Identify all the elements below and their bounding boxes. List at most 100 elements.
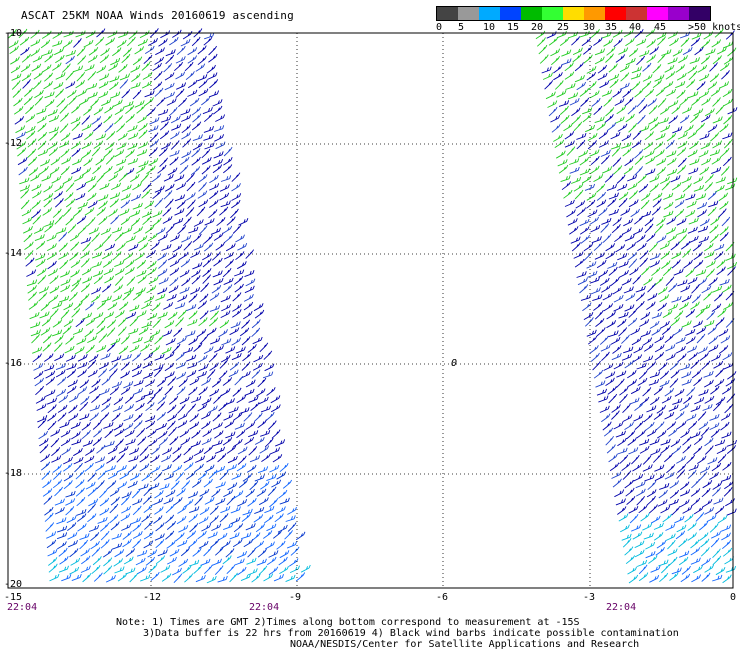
wind-barb: [175, 532, 185, 542]
wind-barb: [35, 396, 46, 404]
wind-barb: [137, 275, 147, 284]
wind-barb: [634, 215, 644, 225]
wind-barb: [107, 446, 118, 455]
wind-barb: [635, 292, 645, 302]
wind-barb: [12, 88, 22, 98]
wind-barb: [36, 107, 47, 115]
wind-barb: [690, 557, 701, 565]
wind-barb: [145, 415, 156, 423]
wind-barb: [675, 336, 686, 345]
wind-barb: [682, 47, 693, 55]
scale-label: 30: [583, 22, 596, 33]
wind-barb: [602, 421, 612, 431]
wind-barb: [54, 486, 63, 497]
wind-barb: [157, 164, 167, 174]
wind-barb: [245, 488, 255, 498]
wind-barb: [32, 54, 43, 63]
wind-barb: [219, 470, 229, 481]
wind-barb: [109, 514, 119, 524]
wind-barb: [229, 361, 240, 371]
wind-barb: [125, 438, 136, 446]
wind-barb: [663, 81, 674, 90]
wind-barb: [54, 184, 65, 193]
wind-barb: [699, 133, 710, 140]
wind-barb: [40, 39, 51, 49]
wind-barb: [54, 215, 64, 225]
wind-barbs-layer: [8, 28, 738, 584]
wind-barb: [43, 184, 53, 193]
wind-barb: [148, 157, 159, 166]
wind-barb: [721, 216, 731, 227]
wind-barb: [614, 116, 625, 124]
wind-barb: [106, 327, 116, 337]
wind-barb: [672, 126, 683, 134]
wind-barb: [137, 436, 147, 446]
wind-barb: [126, 276, 136, 286]
wind-barb: [144, 45, 155, 54]
wind-barb: [102, 283, 112, 293]
wind-barb: [220, 354, 231, 363]
wind-barb: [72, 132, 83, 140]
wind-barb: [129, 473, 140, 481]
wind-barb: [154, 185, 165, 193]
wind-barb: [93, 140, 104, 149]
wind-barb: [140, 173, 150, 183]
wind-barb: [160, 30, 171, 39]
wind-barb: [114, 276, 124, 286]
wind-barb: [288, 558, 299, 567]
wind-barb: [212, 164, 223, 174]
wind-barb: [128, 327, 139, 335]
wind-barb: [104, 123, 114, 133]
wind-barb: [128, 455, 139, 463]
wind-barb: [169, 259, 180, 267]
wind-barb: [169, 436, 179, 446]
wind-barb: [65, 216, 75, 226]
wind-barb: [697, 64, 708, 73]
wind-barb: [628, 505, 639, 514]
wind-barb: [627, 566, 638, 575]
wind-barb: [629, 267, 639, 276]
wind-barb: [634, 420, 644, 430]
wind-barb: [243, 539, 254, 548]
wind-barb: [40, 159, 50, 167]
map-frame: [7, 32, 734, 589]
wind-barb: [719, 278, 730, 286]
wind-barb: [29, 312, 40, 320]
wind-barb: [124, 287, 135, 295]
wind-barb: [255, 523, 266, 533]
wind-barb: [84, 207, 95, 216]
wind-barb: [646, 361, 656, 371]
wind-barb: [581, 175, 592, 184]
wind-barb: [83, 39, 94, 48]
wind-barb: [124, 394, 135, 404]
wind-barb: [66, 515, 77, 524]
wind-barb: [666, 132, 677, 142]
wind-barb: [712, 555, 722, 566]
wind-barb: [144, 225, 155, 234]
wind-barb: [586, 329, 597, 337]
wind-barb: [219, 319, 230, 329]
wind-barb: [95, 157, 105, 166]
wind-barb: [594, 252, 605, 260]
wind-barb: [266, 474, 277, 482]
wind-barb: [170, 480, 180, 490]
wind-barb: [712, 574, 723, 582]
wind-barb: [208, 469, 218, 479]
wind-barb: [108, 471, 118, 480]
wind-barb: [725, 253, 736, 261]
wind-barb: [209, 292, 220, 301]
wind-barb: [173, 217, 184, 226]
wind-barb: [159, 130, 170, 140]
wind-barb: [84, 462, 94, 472]
wind-barb: [621, 462, 631, 471]
wind-barb: [130, 209, 141, 218]
wind-barb: [48, 114, 60, 123]
wind-barb: [113, 165, 124, 174]
wind-barb: [121, 184, 132, 192]
wind-barb: [255, 388, 266, 397]
wind-barb: [659, 379, 670, 388]
wind-barb: [253, 514, 264, 523]
wind-barb: [161, 464, 172, 472]
wind-barb: [81, 429, 91, 440]
wind-barb: [712, 285, 723, 293]
